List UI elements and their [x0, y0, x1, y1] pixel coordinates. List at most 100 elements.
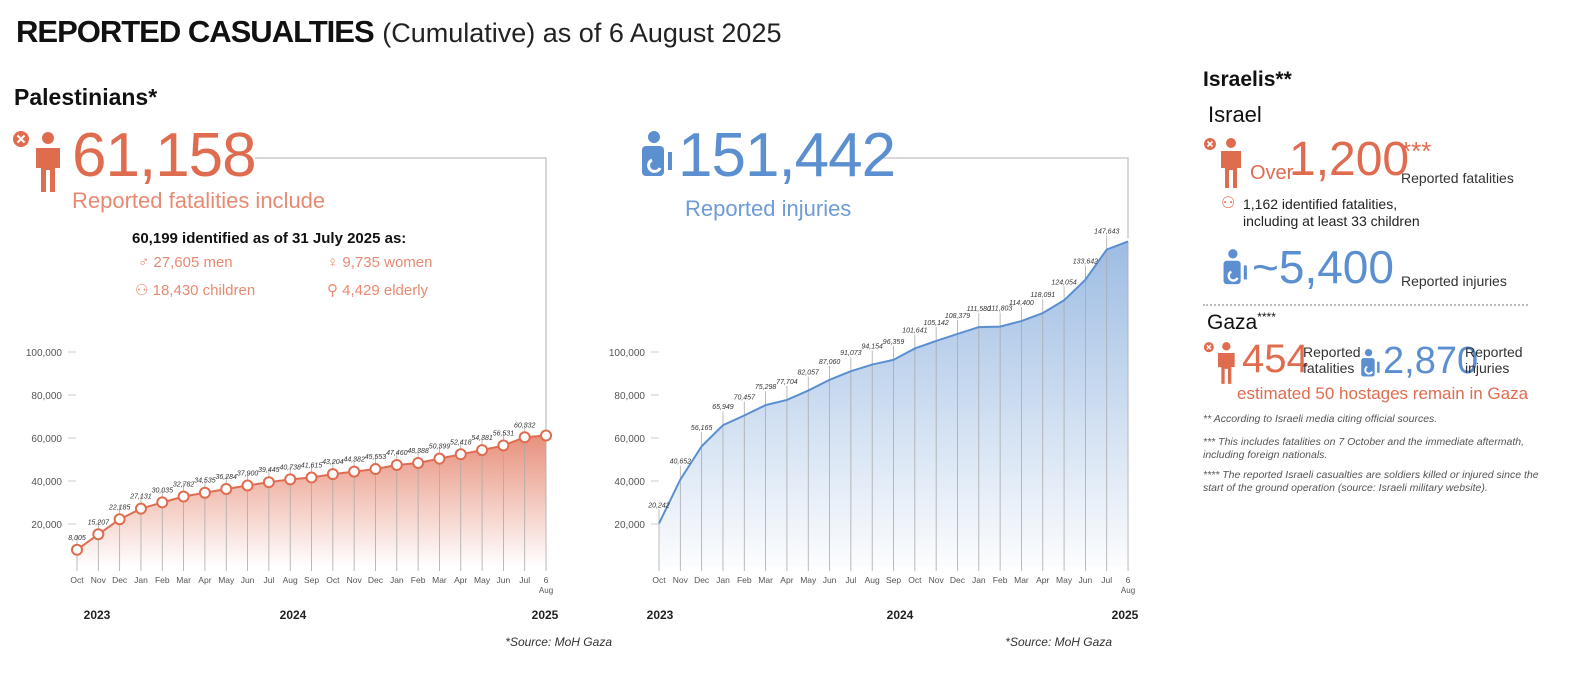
year-label: 2024: [887, 608, 914, 622]
data-label: 27,131: [129, 494, 152, 501]
label-line: injuries: [1465, 360, 1510, 376]
data-label: 52,418: [450, 439, 472, 446]
note-line: *** This includes fatalities on 7 Octobe…: [1203, 436, 1524, 448]
x-tick-label: Oct: [652, 575, 666, 585]
x-tick-label: Jun: [1079, 575, 1093, 585]
hostages-text: estimated 50 hostages remain in Gaza: [1237, 384, 1529, 403]
x-tick-label: Apr: [198, 575, 211, 585]
data-point: [454, 448, 467, 461]
elderly-icon: ⚲: [327, 282, 343, 299]
injured-person-icon: [642, 131, 672, 176]
x-tick-label: Jul: [1101, 575, 1112, 585]
x-tick-label: Nov: [347, 575, 363, 585]
fatalities-count: 61,158: [72, 121, 257, 190]
israel-injuries: ~5,400: [1252, 241, 1394, 293]
note-line: **** The reported Israeli casualties are…: [1203, 469, 1539, 481]
data-label: 70,457: [734, 395, 757, 402]
data-label: 43,204: [322, 459, 344, 466]
data-point: [540, 429, 553, 442]
data-point: [92, 528, 105, 541]
data-label: 36,284: [216, 474, 238, 481]
data-label: 30,035: [152, 487, 174, 494]
data-label: 82,057: [798, 370, 821, 377]
y-tick-label: 20,000: [614, 520, 645, 531]
data-label: 56,165: [691, 425, 713, 432]
data-point: [412, 456, 425, 469]
fatalities-label: Reported fatalities include: [72, 188, 326, 213]
data-label: 114,400: [1009, 300, 1034, 307]
footnote-1: ** According to Israeli media citing off…: [1203, 413, 1438, 425]
data-label: 20,242: [647, 502, 670, 509]
man-icon: ♂: [138, 254, 154, 271]
data-point: [284, 473, 297, 486]
data-point: [518, 431, 531, 444]
x-tick-label: Jun: [823, 575, 837, 585]
x-tick-label: Jul: [519, 575, 530, 585]
x-tick-label: Aug: [539, 586, 553, 595]
x-tick-label: Sep: [886, 575, 901, 585]
x-tick-label: 6: [1126, 575, 1131, 585]
gaza-label: Gaza: [1207, 311, 1258, 334]
injured-person-icon: [1361, 348, 1380, 377]
identified-heading: 60,199 identified as of 31 July 2025 as:: [132, 230, 407, 247]
data-label: 56,531: [493, 430, 515, 437]
x-tick-label: Feb: [737, 575, 752, 585]
x-tick-label: May: [800, 575, 817, 585]
x-tick-label: Jan: [390, 575, 404, 585]
label-line: fatalities: [1303, 360, 1355, 376]
x-tick-label: Oct: [70, 575, 84, 585]
children-count: ⚇ 18,430 children: [135, 282, 256, 299]
data-point: [433, 452, 446, 465]
x-tick-label: May: [1056, 575, 1073, 585]
x-tick-label: Jan: [134, 575, 148, 585]
data-point: [348, 465, 361, 478]
gaza-injuries-label: Reported injuries: [1465, 344, 1523, 376]
data-label: 60,332: [514, 422, 536, 429]
x-tick-label: Mar: [758, 575, 773, 585]
x-tick-label: Apr: [1036, 575, 1049, 585]
data-point: [369, 463, 382, 476]
data-label: 22,185: [108, 504, 131, 511]
data-label: 87,060: [819, 359, 841, 366]
x-tick-label: Dec: [368, 575, 384, 585]
x-tick-label: Feb: [411, 575, 426, 585]
data-label: 32,782: [173, 482, 195, 489]
year-label: 2023: [647, 608, 674, 622]
x-tick-label: Dec: [950, 575, 966, 585]
year-label: 2025: [532, 608, 559, 622]
label-line: Reported: [1303, 344, 1361, 360]
y-tick-label: 20,000: [31, 520, 62, 531]
x-tick-label: Aug: [1121, 586, 1135, 595]
x-tick-label: Dec: [694, 575, 710, 585]
israel-heading: Israel: [1208, 102, 1262, 127]
x-tick-label: Apr: [780, 575, 793, 585]
israel-fatalities: 1,200: [1289, 133, 1410, 186]
palestinians-heading: Palestinians*: [14, 84, 158, 110]
data-label: 77,704: [776, 379, 798, 386]
data-label: 111,803: [988, 306, 1012, 313]
data-point: [326, 468, 339, 481]
data-point: [156, 496, 169, 509]
x-tick-label: Jul: [845, 575, 856, 585]
data-point: [497, 439, 510, 452]
women-count: ♀ 9,735 women: [327, 254, 433, 271]
data-label: 91,073: [840, 350, 862, 357]
divider: [1203, 304, 1528, 306]
data-label: 15,207: [88, 519, 111, 526]
data-label: 96,359: [883, 339, 905, 346]
israel-injuries-label: Reported injuries: [1401, 273, 1507, 289]
gaza-injuries: 2,870: [1383, 340, 1479, 382]
x-tick-label: May: [474, 575, 491, 585]
data-label: 75,298: [755, 384, 777, 391]
note-line: including foreign nationals.: [1203, 449, 1328, 461]
y-tick-label: 40,000: [31, 477, 62, 488]
y-tick-label: 80,000: [31, 391, 62, 402]
x-tick-label: Jun: [241, 575, 255, 585]
x-tick-label: May: [218, 575, 235, 585]
data-point: [305, 471, 318, 484]
data-point: [390, 458, 403, 471]
data-label: 48,388: [407, 448, 429, 455]
gaza-heading: Gaza****: [1207, 310, 1276, 335]
